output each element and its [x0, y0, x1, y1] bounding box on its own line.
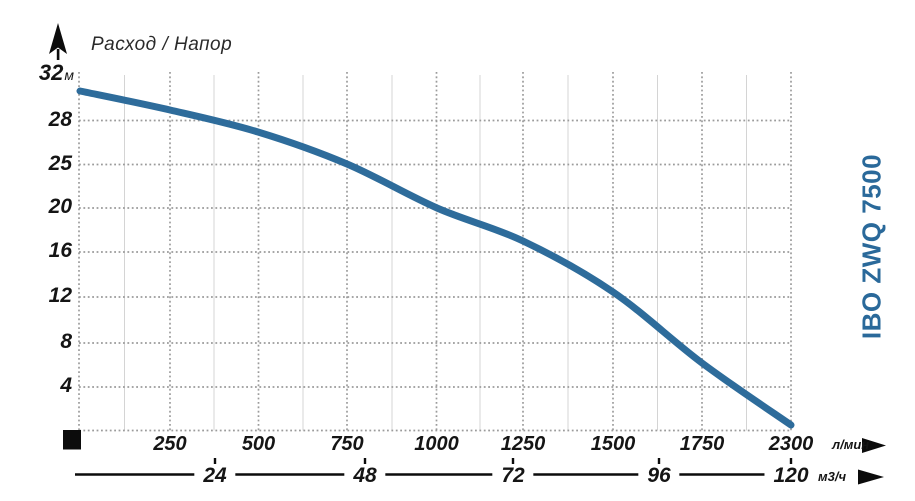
x-flow-tick-label: 1250 — [500, 433, 546, 455]
x-flow-tick-label: 2300 — [768, 433, 814, 455]
x-m3h-tick-label: 120 — [764, 464, 818, 488]
model-label: IBO ZWQ 7500 — [856, 153, 887, 340]
x-flow-tick-label: 1500 — [590, 433, 636, 455]
y-tick-label: 12 — [48, 284, 72, 307]
y-axis-arrow-icon — [49, 23, 67, 60]
y-axis-top-value: 32 — [38, 60, 64, 85]
x-m3h-tick-label: 72 — [492, 464, 534, 488]
pump-curve — [76, 87, 795, 429]
y-tick-label: 28 — [48, 107, 72, 131]
chart-title: Расход / Напор — [91, 34, 233, 55]
y-tick-label: 4 — [60, 374, 72, 397]
x-flow-tick-label: 750 — [330, 433, 364, 455]
x-m3h-tick-label: 24 — [194, 464, 236, 488]
x-m3h-tick-label: 48 — [344, 464, 386, 488]
m3h-unit-label: м3/ч — [818, 469, 847, 484]
y-axis-top-label: 32м — [0, 60, 74, 86]
y-tick-label: 16 — [48, 239, 72, 262]
x-flow-tick-label: 500 — [241, 433, 276, 455]
origin-marker — [63, 430, 81, 450]
x-m3h-tick-label: 96 — [638, 464, 680, 488]
x-axis-m3h-arrow-icon — [858, 469, 884, 485]
y-tick-label: 20 — [48, 195, 72, 218]
major-gridlines — [78, 72, 792, 432]
y-tick-label: 8 — [60, 330, 72, 353]
x-axis-flow-arrow-icon — [862, 438, 886, 453]
x-flow-tick-label: 250 — [153, 433, 187, 455]
flow-unit-label: л/мин — [832, 437, 870, 452]
x-flow-tick-label: 1750 — [679, 433, 725, 455]
secondary-axis-line — [75, 458, 812, 476]
y-axis-unit-label: м — [64, 67, 74, 83]
y-tick-label: 25 — [48, 151, 72, 175]
x-flow-tick-label: 1000 — [414, 433, 459, 455]
